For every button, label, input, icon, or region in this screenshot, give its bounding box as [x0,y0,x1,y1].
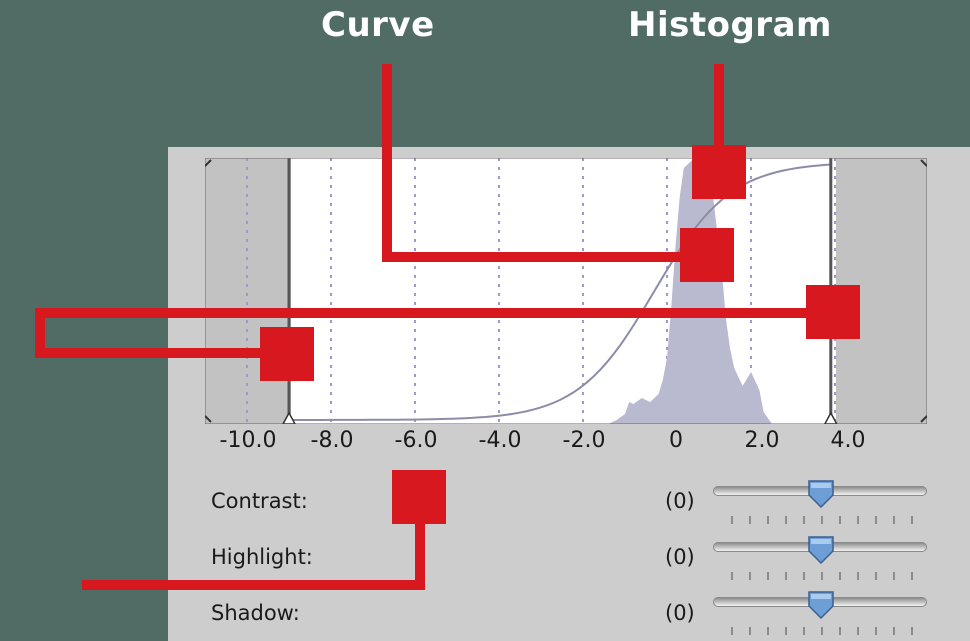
histogram [608,160,772,424]
axis-tick-label: -2.0 [562,428,606,453]
shadow-label: Shadow: [211,601,300,625]
highlight-value: (0) [665,545,695,569]
corner-marker-tr [920,159,927,167]
axis-tick-label: -4.0 [478,428,522,453]
contrast-slider-thumb[interactable] [806,478,836,508]
corner-marker-br [920,415,927,423]
histogram-curve-graph [205,158,927,424]
axis-tick-label: 4.0 [830,428,866,453]
highlight-slider-thumb[interactable] [806,534,836,564]
axis-tick-label: -6.0 [394,428,438,453]
curve-annotation-label: Curve [321,5,435,45]
shadow-slider-thumb[interactable] [806,589,836,619]
corner-marker-bl [205,415,212,423]
highlight-ticks [731,572,913,580]
black-point-handle[interactable] [282,411,296,424]
corner-marker-tl [205,159,212,167]
axis-tick-label: 0 [669,428,683,453]
contrast-value: (0) [665,489,695,513]
graph-background [205,158,927,424]
shadow-value: (0) [665,601,695,625]
white-point-handle[interactable] [823,411,838,424]
histogram-annotation-label: Histogram [628,5,832,45]
shadow-ticks [731,627,913,635]
axis-tick-label: 2.0 [744,428,780,453]
highlight-label: Highlight: [211,545,313,569]
contrast-ticks [731,516,913,524]
highlight-clip-region [836,158,927,424]
axis-tick-label: -10.0 [219,428,277,453]
contrast-label: Contrast: [211,489,308,513]
axis-tick-label: -8.0 [310,428,354,453]
